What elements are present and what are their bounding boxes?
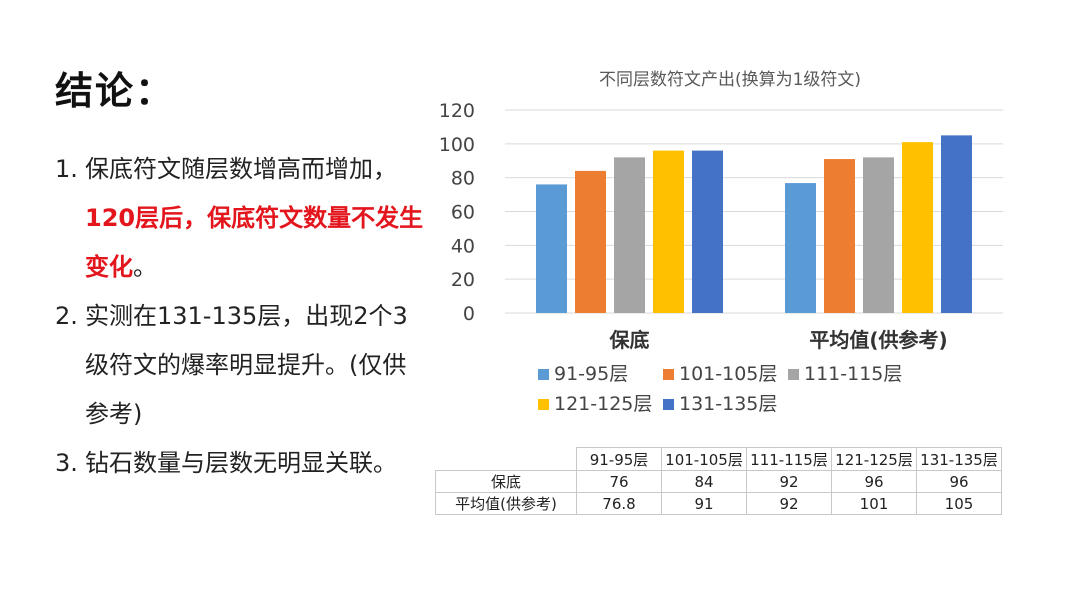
legend-label: 101-105层 [679, 363, 777, 385]
chart-title: 不同层数符文产出(换算为1级符文) [599, 70, 861, 90]
bar [941, 135, 972, 313]
table-cell: 76 [576, 470, 662, 493]
y-tick-label: 0 [463, 303, 475, 325]
item-text: 实测在131-135层，出现2个3级符文的爆率明显提升。(仅供参考) [85, 302, 408, 428]
table-cell: 84 [661, 470, 747, 493]
table-header-row: 91-95层 101-105层 111-115层 121-125层 131-13… [435, 447, 1002, 471]
table-row-label: 保底 [435, 470, 577, 493]
bar [536, 184, 567, 313]
table-col-header: 121-125层 [831, 447, 917, 471]
table-row-label: 平均值(供参考) [435, 492, 577, 515]
item-number: 1. [55, 155, 78, 183]
x-tick-label: 保底 [609, 328, 650, 352]
table-cell: 96 [916, 470, 1002, 493]
table-cell: 105 [916, 492, 1002, 515]
conclusion-item-2: 2. 实测在131-135层，出现2个3级符文的爆率明显提升。(仅供参考) [55, 292, 425, 439]
legend-label: 91-95层 [554, 363, 628, 385]
legend-swatch [538, 399, 549, 410]
bar [785, 183, 816, 313]
legend-label: 121-125层 [554, 393, 652, 415]
legend-label: 131-135层 [679, 393, 777, 415]
table-cell: 96 [831, 470, 917, 493]
bar [575, 170, 606, 313]
item-highlight-text: 120层后，保底符文数量不发生变化 [85, 204, 424, 281]
item-text: 保底符文随层数增高而增加， [85, 155, 397, 183]
y-tick-label: 40 [451, 235, 475, 257]
item-text: 钻石数量与层数无明显关联。 [85, 449, 397, 477]
bar [902, 142, 933, 313]
legend-swatch [788, 369, 799, 380]
legend-label: 111-115层 [804, 363, 902, 385]
slide-title: 结论： [55, 69, 176, 113]
table-col-header: 91-95层 [576, 447, 662, 471]
bar [863, 157, 894, 313]
chart-legend: 91-95层 101-105层 111-115层 121-125层 131-135层 [538, 363, 902, 415]
table-row: 平均值(供参考) 76.8 91 92 101 105 [435, 492, 1002, 515]
x-tick-label: 平均值(供参考) [809, 328, 947, 352]
table-col-header: 101-105层 [661, 447, 747, 471]
legend-swatch [663, 369, 674, 380]
x-axis-labels: 保底 平均值(供参考) [609, 328, 948, 352]
conclusion-item-1: 1. 保底符文随层数增高而增加， 120层后，保底符文数量不发生变化。 [55, 145, 425, 292]
y-axis-ticks: 0 20 40 60 80 100 120 [439, 100, 475, 325]
table-corner-cell [435, 447, 577, 471]
legend-swatch [538, 369, 549, 380]
y-tick-label: 60 [451, 202, 475, 224]
table-cell: 92 [746, 470, 832, 493]
chart-bars [536, 135, 972, 313]
item-number: 2. [55, 302, 78, 330]
conclusion-list: 1. 保底符文随层数增高而增加， 120层后，保底符文数量不发生变化。 2. 实测在1… [55, 145, 425, 488]
conclusion-item-3: 3. 钻石数量与层数无明显关联。 [55, 439, 425, 488]
table-col-header: 111-115层 [746, 447, 832, 471]
table-cell: 92 [746, 492, 832, 515]
bar [824, 159, 855, 313]
y-tick-label: 100 [439, 134, 475, 156]
bar [653, 150, 684, 313]
table-cell: 76.8 [576, 492, 662, 515]
bar [614, 157, 645, 313]
legend-swatch [663, 399, 674, 410]
y-tick-label: 20 [451, 269, 475, 291]
y-tick-label: 80 [451, 168, 475, 190]
table-cell: 91 [661, 492, 747, 515]
data-table: 91-95层 101-105层 111-115层 121-125层 131-13… [435, 447, 1002, 515]
table-row: 保底 76 84 92 96 96 [435, 470, 1002, 493]
item-number: 3. [55, 449, 78, 477]
y-tick-label: 120 [439, 100, 475, 122]
table-col-header: 131-135层 [916, 447, 1002, 471]
bar [692, 150, 723, 313]
bar-chart: 不同层数符文产出(换算为1级符文) 0 20 40 60 80 100 120 保底 平均值(… [439, 70, 1003, 415]
item-text-end: 。 [133, 253, 157, 281]
table-cell: 101 [831, 492, 917, 515]
